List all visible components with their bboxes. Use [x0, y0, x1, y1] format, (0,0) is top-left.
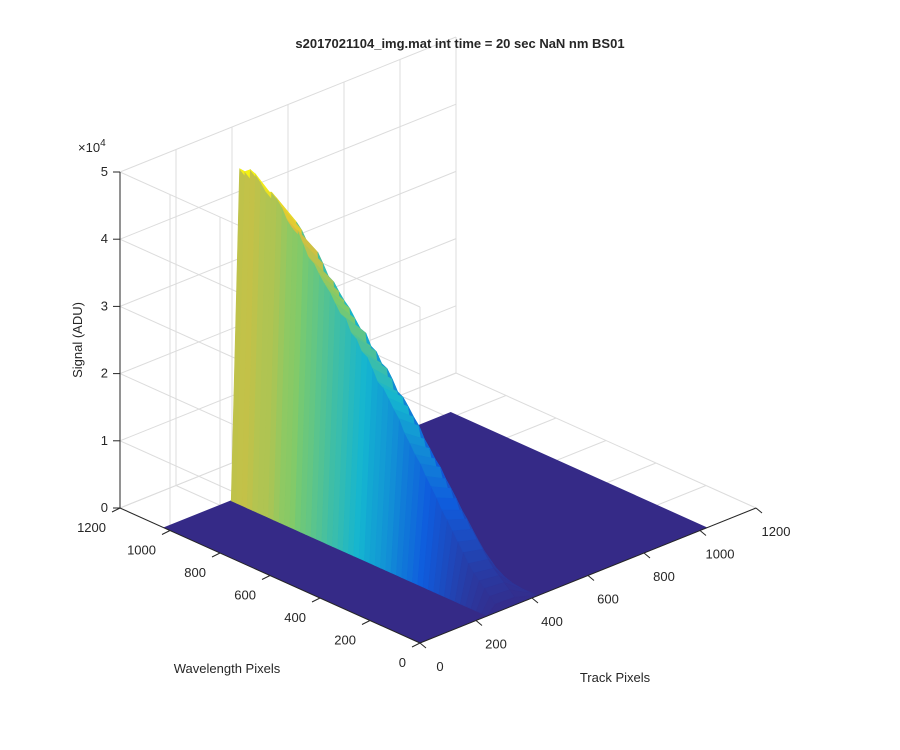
z-multiplier-base: ×10: [78, 140, 100, 155]
grid-line-wall2-z-5: [119, 36, 457, 173]
y-tick-label: 0: [399, 655, 406, 670]
y-tick-label: 800: [184, 565, 206, 580]
x-tick-mark: [699, 530, 707, 536]
surface: [163, 168, 708, 644]
x-tick-label: 800: [653, 569, 675, 584]
y-axis-label: Wavelength Pixels: [174, 661, 281, 676]
x-tick-mark: [587, 575, 595, 581]
z-tick-label: 4: [101, 231, 108, 246]
y-tick-label: 400: [284, 610, 306, 625]
x-tick-label: 1200: [762, 524, 791, 539]
y-tick-mark: [211, 552, 221, 558]
z-tick-label: 1: [101, 433, 108, 448]
x-axis-label: Track Pixels: [580, 670, 651, 685]
x-tick-mark: [419, 642, 427, 649]
z-tick-label: 5: [101, 164, 108, 179]
axis-labels: 0200400600800100012000200400600800100012…: [70, 36, 790, 685]
z-tick-label: 0: [101, 500, 108, 515]
x-tick-mark: [643, 552, 651, 559]
x-tick-label: 0: [436, 659, 443, 674]
z-tick-label: 3: [101, 298, 108, 313]
x-tick-label: 600: [597, 592, 619, 607]
y-tick-mark: [111, 507, 121, 513]
x-tick-label: 200: [485, 637, 507, 652]
grid-line-wall2-z-4: [119, 103, 457, 240]
y-tick-label: 1200: [77, 520, 106, 535]
x-tick-label: 400: [541, 614, 563, 629]
y-tick-mark: [411, 642, 421, 648]
x-tick-mark: [755, 507, 763, 514]
z-tick-label: 2: [101, 366, 108, 381]
z-axis-label: Signal (ADU): [70, 302, 85, 378]
y-tick-mark: [311, 597, 321, 603]
y-tick-label: 200: [334, 633, 356, 648]
y-tick-mark: [161, 530, 171, 535]
y-tick-label: 600: [234, 588, 256, 603]
x-tick-label: 1000: [706, 547, 735, 562]
y-tick-mark: [361, 620, 371, 625]
chart-title: s2017021104_img.mat int time = 20 sec Na…: [295, 36, 624, 51]
z-multiplier-exponent: 4: [100, 138, 106, 149]
x-tick-mark: [531, 597, 539, 604]
axes: [111, 171, 763, 649]
x-tick-mark: [475, 620, 483, 626]
y-tick-label: 1000: [127, 543, 156, 558]
y-tick-mark: [261, 575, 271, 580]
z-multiplier-label: ×104: [78, 138, 106, 155]
